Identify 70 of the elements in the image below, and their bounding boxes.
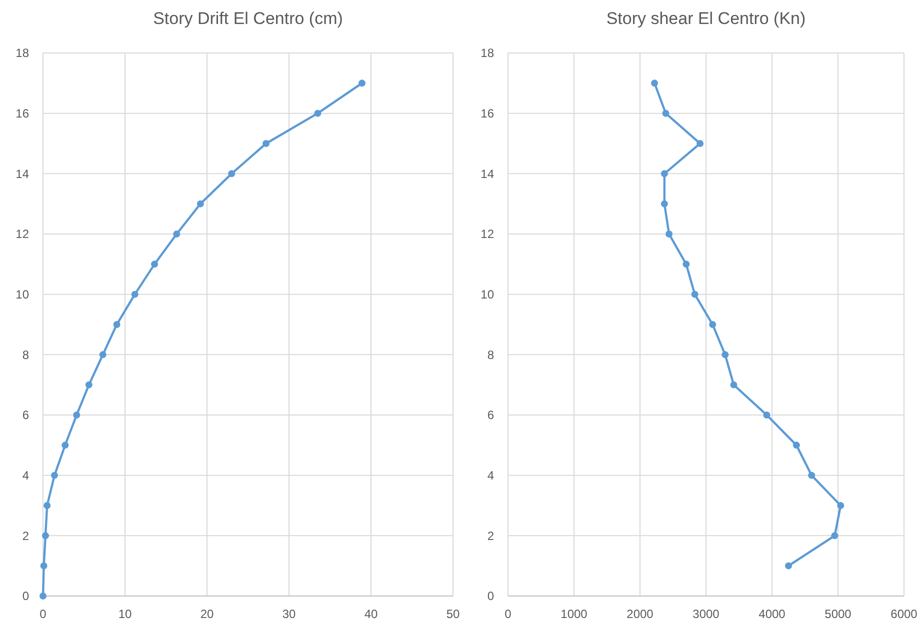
point <box>50 472 58 479</box>
point <box>99 351 106 358</box>
point <box>40 592 46 600</box>
x-tick-label: 2000 <box>626 607 654 621</box>
y-tick-label: 14 <box>480 166 494 181</box>
point <box>831 532 838 540</box>
x-tick-label: 4000 <box>758 607 786 621</box>
y-tick-label: 8 <box>487 348 494 362</box>
y-tick-label: 6 <box>22 408 30 422</box>
point <box>173 230 180 238</box>
point <box>660 200 668 208</box>
point <box>666 230 673 238</box>
point <box>44 502 51 509</box>
x-tick-label: 20 <box>200 607 214 621</box>
y-tick-label: 16 <box>16 106 30 121</box>
x-tick-label: 3000 <box>692 607 720 621</box>
y-tick-label: 2 <box>22 528 30 543</box>
point <box>837 502 844 509</box>
x-tick-label: 50 <box>446 607 460 621</box>
point <box>314 110 322 117</box>
point <box>691 290 698 298</box>
point <box>763 412 770 418</box>
x-tick-label: 6000 <box>890 607 918 621</box>
point <box>196 200 204 208</box>
point <box>730 381 738 388</box>
point <box>722 351 729 358</box>
y-tick-label: 8 <box>22 348 30 362</box>
point <box>85 381 92 388</box>
point <box>62 442 69 449</box>
point <box>113 321 120 328</box>
x-tick-label: 40 <box>364 607 378 621</box>
x-tick-label: 30 <box>282 607 296 621</box>
y-tick-label: 14 <box>16 166 30 181</box>
point <box>42 532 49 540</box>
point <box>792 442 800 449</box>
point <box>651 80 658 87</box>
y-tick-label: 0 <box>487 589 494 604</box>
point <box>358 80 366 87</box>
y-tick-label: 18 <box>480 46 494 60</box>
point <box>73 412 80 418</box>
point <box>785 562 792 570</box>
chart-title: Story Drift El Centro (cm) <box>153 9 343 28</box>
x-tick-label: 1000 <box>560 607 588 621</box>
point <box>709 321 716 328</box>
y-tick-label: 10 <box>16 288 30 302</box>
point <box>660 170 668 178</box>
y-tick-label: 2 <box>487 528 494 543</box>
y-tick-label: 6 <box>487 408 494 422</box>
y-tick-label: 4 <box>22 468 30 483</box>
y-tick-label: 4 <box>487 468 494 483</box>
x-tick-label: 10 <box>118 607 132 621</box>
x-tick-label: 0 <box>504 607 512 621</box>
point <box>228 170 236 178</box>
y-tick-label: 12 <box>16 227 30 242</box>
x-tick-label: 5000 <box>824 607 852 621</box>
y-tick-label: 0 <box>22 589 30 604</box>
y-tick-label: 16 <box>480 106 494 121</box>
y-tick-label: 10 <box>480 288 494 302</box>
point <box>40 562 48 570</box>
point <box>131 290 138 298</box>
y-tick-label: 12 <box>480 227 494 242</box>
point <box>151 260 158 268</box>
x-tick-label: 0 <box>40 607 47 621</box>
chart-title: Story shear El Centro (Kn) <box>606 9 806 28</box>
point <box>696 140 704 147</box>
point <box>808 472 816 479</box>
point <box>262 140 270 147</box>
point <box>662 110 670 117</box>
point <box>682 260 690 268</box>
y-tick-label: 18 <box>16 46 30 60</box>
